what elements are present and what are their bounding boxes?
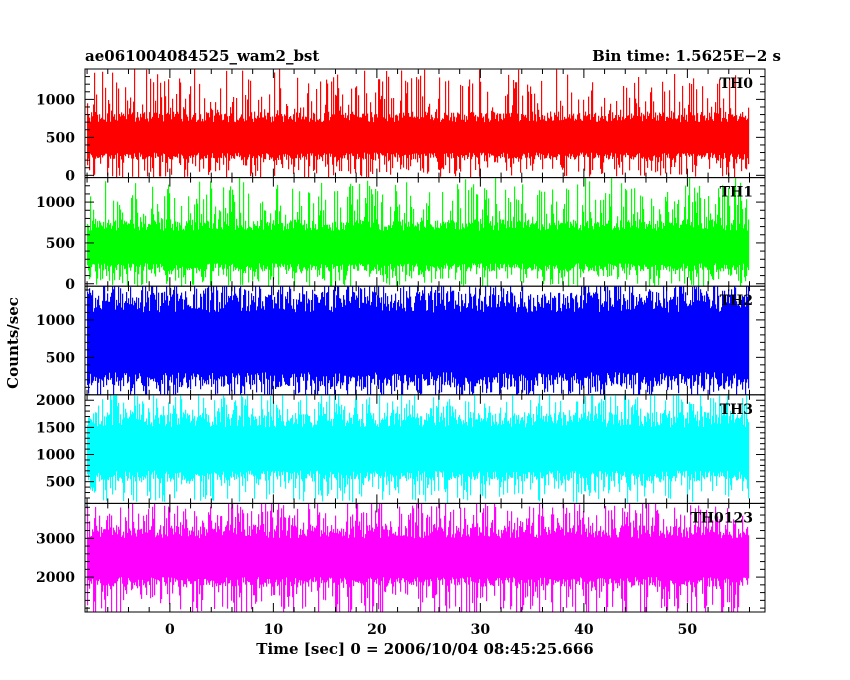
x-tick-label: 0 — [165, 622, 175, 638]
series-th2 — [87, 286, 750, 395]
y-tick-label: 1000 — [36, 92, 75, 108]
panel-label-th2: TH2 — [720, 293, 753, 309]
y-tick-label: 2000 — [36, 393, 75, 409]
x-tick-label: 50 — [678, 622, 698, 638]
y-tick-label: 1000 — [36, 195, 75, 211]
y-tick-label: 0 — [65, 277, 75, 293]
x-tick-label: 30 — [471, 622, 491, 638]
series-th1 — [87, 177, 750, 287]
panels: 05001000TH005001000TH15001000TH250010001… — [36, 68, 766, 638]
panel-label-th0123: TH0123 — [690, 510, 753, 526]
y-tick-label: 1000 — [36, 313, 75, 329]
y-axis-label: Counts/sec — [4, 297, 22, 389]
panel-label-th0: TH0 — [720, 76, 754, 92]
x-tick-label: 10 — [264, 622, 284, 638]
series-th0 — [87, 69, 750, 178]
y-tick-label: 500 — [46, 350, 75, 366]
bin-time-label: Bin time: 1.5625E−2 s — [592, 47, 781, 65]
x-tick-label: 40 — [574, 622, 594, 638]
y-tick-label: 1000 — [36, 448, 75, 464]
chart-title: ae061004084525_wam2_bst — [85, 47, 319, 65]
y-tick-label: 2000 — [36, 570, 75, 586]
y-tick-label: 500 — [46, 130, 75, 146]
series-th3 — [87, 394, 750, 504]
y-tick-label: 500 — [46, 236, 75, 252]
y-tick-label: 0 — [65, 168, 75, 184]
y-tick-label: 1500 — [36, 420, 75, 436]
x-tick-label: 20 — [367, 622, 387, 638]
panel-label-th3: TH3 — [720, 402, 753, 418]
y-tick-label: 500 — [46, 475, 75, 491]
panel-frame-th0123 — [84, 502, 766, 613]
series-th0123 — [87, 503, 750, 612]
x-axis-label: Time [sec] 0 = 2006/10/04 08:45:25.666 — [256, 640, 593, 658]
y-tick-label: 3000 — [36, 531, 75, 547]
panel-label-th1: TH1 — [720, 185, 753, 201]
